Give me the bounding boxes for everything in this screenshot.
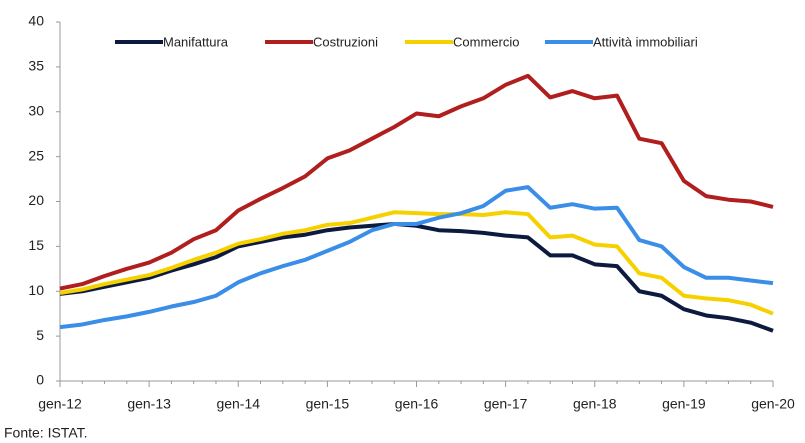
y-tick-label: 5: [36, 327, 44, 343]
y-tick-label: 30: [28, 102, 44, 118]
y-tick-label: 10: [28, 282, 44, 298]
x-tick-label: gen-18: [573, 396, 617, 412]
legend-label: Manifattura: [163, 34, 229, 49]
line-series: [59, 185, 774, 330]
x-tick-label: gen-12: [38, 396, 82, 412]
x-tick-label: gen-20: [751, 396, 795, 412]
y-tick-label: 35: [28, 58, 44, 74]
source: Fonte: ISTAT.: [4, 425, 88, 441]
x-tick-label: gen-15: [306, 396, 350, 412]
legend: Manifattura Costruzioni Commercio Attività …: [115, 34, 698, 49]
y-tick-label: 25: [28, 147, 44, 163]
legend-label: Costruzioni: [313, 34, 378, 49]
y-tick-label: 20: [28, 192, 44, 208]
legend-label: Commercio: [453, 34, 519, 49]
y-tick-label: 15: [28, 237, 44, 253]
line-series: [59, 210, 774, 316]
x-tick-label: gen-19: [662, 396, 706, 412]
line-series: [59, 221, 774, 333]
x-tick-label: gen-14: [216, 396, 260, 412]
legend-label: Attività immobiliari: [593, 34, 698, 49]
x-tick-label: gen-13: [127, 396, 171, 412]
x-tick-label: gen-17: [484, 396, 528, 412]
y-tick-label: 40: [28, 13, 44, 29]
x-tick-label: gen-16: [395, 396, 439, 412]
y-tick-label: 0: [36, 372, 44, 388]
line-series: [59, 73, 774, 291]
